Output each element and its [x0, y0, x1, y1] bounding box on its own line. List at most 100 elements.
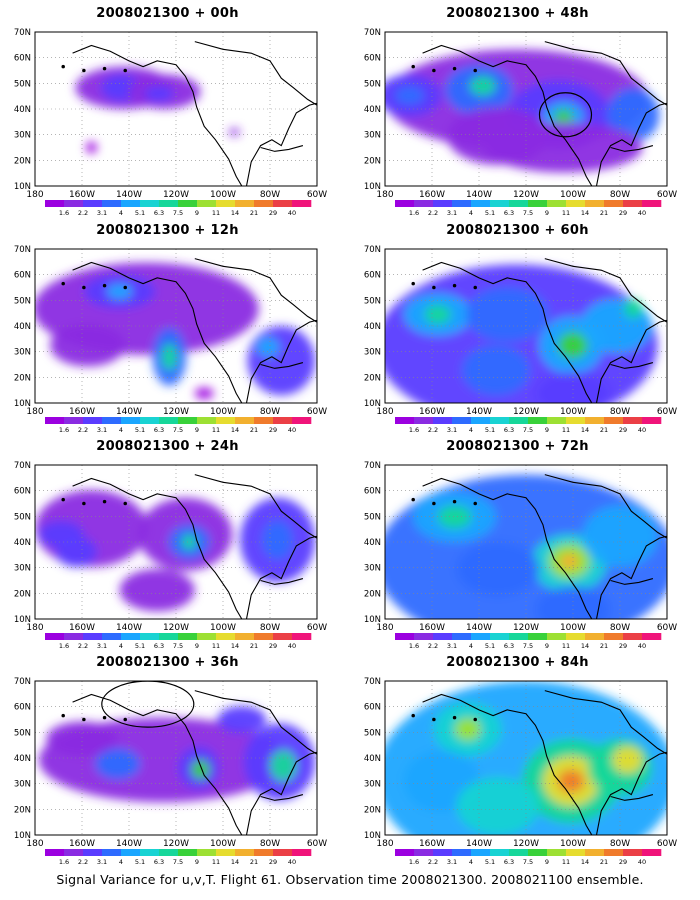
colorbar-label: 4: [119, 426, 123, 433]
colorbar-swatch: [159, 849, 179, 856]
colorbar-swatch: [64, 633, 84, 640]
colorbar-label: 3.1: [447, 209, 457, 216]
lon-tick-label: 80W: [260, 407, 280, 417]
colorbar-swatch: [547, 849, 567, 856]
lon-tick-label: 140W: [466, 407, 492, 417]
lat-tick-label: 40N: [14, 754, 31, 764]
colorbar-label: 9: [545, 642, 549, 649]
lat-tick-label: 30N: [364, 564, 381, 574]
colorbar-label: 9: [545, 209, 549, 216]
colorbar-label: 6.3: [154, 426, 164, 433]
map-panel: 2008021300 + 00h 70N 60N 50N 40N 30N 20N 10N 180…: [0, 0, 335, 216]
colorbar-swatch: [395, 417, 415, 424]
lon-tick-label: 120W: [163, 839, 189, 849]
plot-area: [35, 32, 317, 186]
lon-tick-label: 140W: [466, 839, 492, 849]
colorbar-swatch: [178, 417, 198, 424]
colorbar-label: 7.5: [173, 642, 183, 649]
variance-shading: [38, 706, 316, 803]
gridlines: [385, 465, 667, 619]
lat-tick-label: 70N: [14, 28, 31, 38]
colorbar-label: 14: [231, 642, 239, 649]
colorbar-label: 21: [250, 426, 258, 433]
lat-tick-label: 10N: [14, 399, 31, 409]
colorbar-label: 29: [619, 858, 627, 865]
panel-title: 2008021300 + 00h: [96, 6, 239, 21]
colorbar: 1.6 2.2 3.1 4 5.1 6.3 7.5 9 11 14 21 29 40: [45, 417, 312, 433]
lon-tick-label: 160W: [69, 623, 95, 633]
colorbar-swatch: [604, 633, 624, 640]
colorbar-label: 1.6: [409, 209, 419, 216]
coastline-outline: [411, 690, 667, 835]
lon-tick-label: 160W: [419, 839, 445, 849]
lat-tick-label: 20N: [364, 589, 381, 599]
lat-tick-label: 60N: [14, 703, 31, 713]
colorbar-swatch: [585, 633, 605, 640]
colorbar: 1.6 2.2 3.1 4 5.1 6.3 7.5 9 11 14 21 29 40: [395, 633, 662, 649]
colorbar-label: 1.6: [59, 426, 69, 433]
lon-tick-label: 100W: [210, 839, 236, 849]
lon-tick-label: 80W: [610, 623, 630, 633]
colorbar-label: 9: [195, 858, 199, 865]
colorbar-label: 5.1: [135, 858, 145, 865]
lon-tick-label: 180: [376, 623, 393, 633]
colorbar-label: 4: [469, 858, 473, 865]
colorbar-swatch: [254, 849, 274, 856]
lat-tick-label: 20N: [14, 373, 31, 383]
colorbar-label: 11: [562, 642, 570, 649]
lat-tick-label: 40N: [14, 538, 31, 548]
colorbar-label: 7.5: [173, 426, 183, 433]
lat-tick-label: 10N: [14, 182, 31, 192]
colorbar-label: 6.3: [504, 858, 514, 865]
map-panel: 2008021300 + 60h 70N 60N 50N 40N 30N 20N 10N 180…: [350, 217, 685, 433]
panel-title: 2008021300 + 12h: [96, 223, 239, 238]
colorbar-swatch: [566, 417, 586, 424]
colorbar: 1.6 2.2 3.1 4 5.1 6.3 7.5 9 11 14 21 29 40: [45, 849, 312, 865]
colorbar-swatch: [528, 633, 548, 640]
colorbar-label: 3.1: [447, 426, 457, 433]
lat-tick-label: 20N: [14, 156, 31, 166]
colorbar-swatch: [452, 417, 472, 424]
colorbar-swatch: [547, 633, 567, 640]
colorbar-swatch: [471, 200, 491, 207]
colorbar-label: 29: [619, 642, 627, 649]
colorbar-swatch: [623, 200, 643, 207]
colorbar-swatch: [623, 633, 643, 640]
lat-tick-label: 30N: [14, 348, 31, 358]
map-panel: 2008021300 + 84h 70N 60N 50N 40N 30N 20N 10N 180…: [350, 649, 685, 865]
gridlines: [385, 681, 667, 835]
colorbar-swatch: [509, 200, 529, 207]
colorbar-swatch: [604, 849, 624, 856]
colorbar-label: 1.6: [409, 642, 419, 649]
colorbar-label: 2.2: [428, 209, 438, 216]
lon-tick-label: 140W: [466, 623, 492, 633]
colorbar-swatch: [178, 200, 198, 207]
lat-tick-label: 40N: [14, 105, 31, 115]
colorbar-swatch: [642, 200, 662, 207]
colorbar-label: 40: [288, 426, 296, 433]
gridlines: [385, 249, 667, 403]
lat-tick-label: 70N: [14, 677, 31, 687]
lat-tick-label: 50N: [14, 728, 31, 738]
map-frame: [384, 680, 668, 836]
colorbar-swatch: [254, 633, 274, 640]
coastline-outline: [61, 474, 317, 619]
colorbar-label: 3.1: [97, 642, 107, 649]
plot-area: [35, 249, 317, 403]
colorbar-swatch: [235, 200, 255, 207]
colorbar-swatch: [604, 200, 624, 207]
colorbar-label: 21: [600, 642, 608, 649]
colorbar-label: 29: [619, 209, 627, 216]
colorbar-label: 1.6: [409, 426, 419, 433]
panel-title: 2008021300 + 72h: [446, 439, 589, 454]
plot-area: [35, 465, 317, 619]
lat-tick-label: 40N: [364, 754, 381, 764]
gridlines: [35, 681, 317, 835]
colorbar-label: 2.2: [428, 642, 438, 649]
lon-tick-label: 120W: [163, 407, 189, 417]
colorbar-swatch: [45, 417, 65, 424]
gridlines: [35, 465, 317, 619]
